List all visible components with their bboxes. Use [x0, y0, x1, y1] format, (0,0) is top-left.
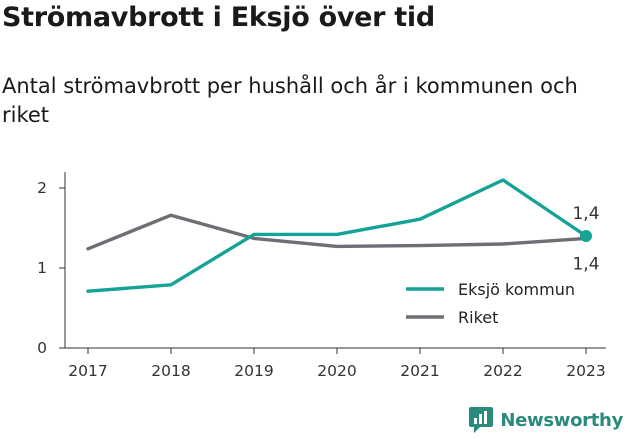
end-label-eksjo: 1,4 — [572, 204, 599, 224]
legend-label-eksjo: Eksjö kommun — [458, 280, 575, 299]
newsworthy-logo-icon — [469, 407, 494, 433]
chart-subtitle: Antal strömavbrott per hushåll och år i … — [2, 74, 578, 127]
x-tick-label: 2022 — [483, 362, 522, 380]
y-tick-label: 0 — [37, 339, 47, 357]
chart-title: Strömavbrott i Eksjö över tid — [2, 2, 435, 33]
x-tick-label: 2023 — [566, 362, 605, 380]
brand-name: Newsworthy — [500, 409, 623, 431]
legend-label-riket: Riket — [458, 308, 498, 327]
x-tick-label: 2017 — [68, 362, 107, 380]
brand-logo: Newsworthy — [468, 405, 623, 435]
value-labels: 1,4 1,4 — [572, 204, 599, 274]
x-tick-label: 2018 — [151, 362, 190, 380]
series-line-riket — [86, 213, 588, 251]
y-tick-label: 2 — [37, 179, 47, 197]
x-axis: 2017 2018 2019 2020 2021 2022 2023 — [65, 347, 606, 380]
x-tick-label: 2019 — [234, 362, 273, 380]
y-tick-label: 1 — [37, 259, 47, 277]
legend: Eksjö kommun Riket — [406, 280, 575, 327]
series-layer — [86, 178, 592, 293]
x-tick-label: 2020 — [317, 362, 356, 380]
series-line-eksjo — [86, 178, 588, 293]
x-tick-label: 2021 — [400, 362, 439, 380]
end-label-riket: 1,4 — [572, 254, 599, 274]
series-end-point-eksjo — [580, 230, 592, 242]
y-axis: 0 1 2 — [37, 172, 66, 357]
